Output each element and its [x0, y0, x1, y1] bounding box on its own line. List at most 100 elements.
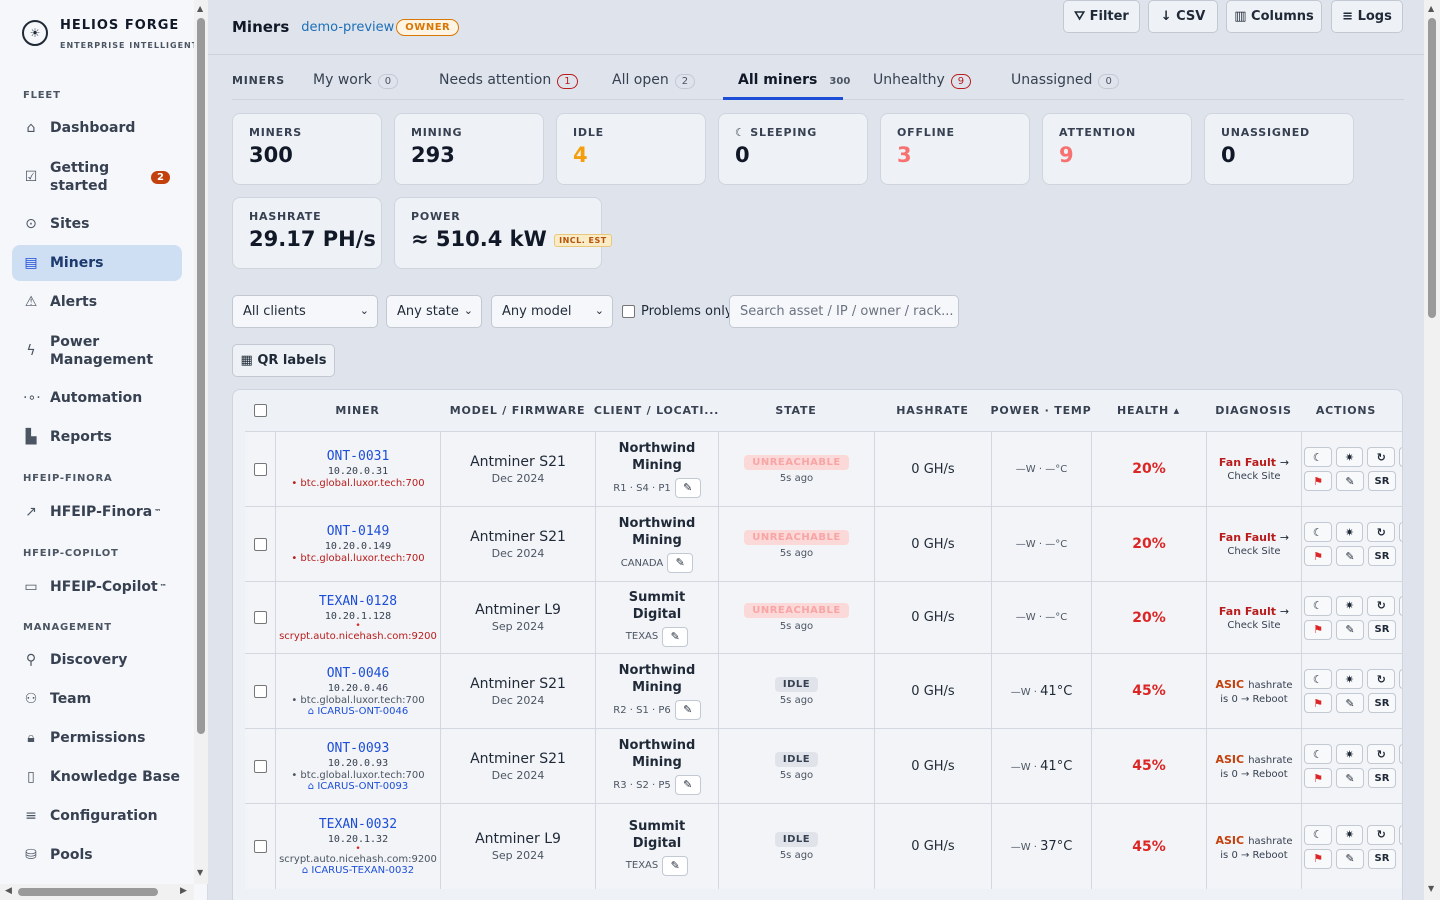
edit-pencil-icon[interactable]: ✎ — [1336, 619, 1364, 640]
more-actions-button[interactable] — [1399, 669, 1402, 689]
sidebar-item-pools[interactable]: ⛁ Pools — [12, 837, 182, 873]
col-client[interactable]: CLIENT / LOCATI... — [593, 403, 720, 417]
sidebar-item-alerts[interactable]: ⚠ Alerts — [12, 284, 182, 320]
sleep-moon-icon[interactable]: ☾ — [1304, 595, 1332, 616]
more-actions-button[interactable] — [1399, 824, 1402, 845]
flag-icon[interactable]: ⚑ — [1304, 848, 1332, 869]
sr-button[interactable]: SR — [1368, 546, 1396, 566]
sidebar-item-getting-started[interactable]: ☑ Getting started 2 — [12, 150, 182, 204]
tab-needs-attention[interactable]: Needs attention 1 — [439, 72, 578, 89]
row-checkbox[interactable] — [253, 537, 267, 551]
sidebar-item-team[interactable]: ⚇ Team — [12, 681, 182, 717]
sidebar-item-copilot[interactable]: ▭ HFEIP-Copilot ™ — [12, 569, 182, 605]
problems-only-checkbox[interactable] — [622, 305, 635, 318]
sidebar-item-automation[interactable]: ·∘· Automation — [12, 380, 182, 416]
csv-button[interactable]: ↓ CSV — [1148, 0, 1218, 33]
col-miner[interactable]: MINER — [335, 403, 380, 417]
miner-id-link[interactable]: TEXAN-0032 — [318, 817, 398, 832]
icarus-link[interactable]: ⌂ ICARUS-TEXAN-0032 — [301, 865, 415, 876]
edit-location-icon[interactable]: ✎ — [662, 626, 689, 647]
scroll-left-icon[interactable]: ◀ — [5, 886, 12, 896]
scrollbar-thumb[interactable] — [1428, 18, 1436, 318]
col-state[interactable]: STATE — [775, 403, 817, 417]
sr-button[interactable]: SR — [1368, 619, 1396, 640]
miner-id-link[interactable]: ONT-0093 — [326, 740, 390, 756]
edit-location-icon[interactable]: ✎ — [674, 775, 701, 795]
sleep-moon-icon[interactable]: ☾ — [1304, 744, 1332, 764]
more-actions-button[interactable] — [1399, 744, 1402, 764]
model-select[interactable]: Any model ⌄ — [491, 295, 613, 328]
sr-button[interactable]: SR — [1368, 768, 1396, 788]
sleep-moon-icon[interactable]: ☾ — [1304, 522, 1332, 542]
reboot-icon[interactable]: ↻ — [1367, 744, 1396, 764]
col-model[interactable]: MODEL / FIRMWARE — [449, 403, 586, 417]
sidebar-item-reports[interactable]: ▙ Reports — [12, 419, 182, 455]
edit-location-icon[interactable]: ✎ — [662, 855, 689, 876]
scroll-up-icon[interactable]: ▲ — [197, 4, 204, 13]
edit-location-icon[interactable]: ✎ — [674, 700, 701, 720]
brand[interactable]: ☀ HELIOS FORGE ENTERPRISE INTELLIGENT PL… — [22, 18, 194, 50]
scroll-down-icon[interactable]: ▼ — [1428, 884, 1435, 893]
flag-icon[interactable]: ⚑ — [1304, 768, 1332, 788]
icarus-link[interactable]: ⌂ ICARUS-ONT-0093 — [307, 780, 409, 792]
reboot-icon[interactable]: ↻ — [1367, 669, 1396, 689]
tab-unhealthy[interactable]: Unhealthy 9 — [873, 72, 972, 89]
sidebar-item-knowledge-base[interactable]: ▯ Knowledge Base — [12, 759, 182, 795]
more-actions-button[interactable] — [1399, 595, 1402, 616]
more-actions-button[interactable] — [1399, 522, 1402, 542]
icarus-link[interactable]: ⌂ ICARUS-ONT-0046 — [307, 705, 409, 717]
edit-pencil-icon[interactable]: ✎ — [1336, 546, 1364, 566]
tab-my-work[interactable]: My work 0 — [313, 72, 399, 89]
scrollbar-thumb[interactable] — [197, 18, 205, 734]
flag-icon[interactable]: ⚑ — [1304, 693, 1332, 713]
table-row[interactable]: ONT-0149 10.20.0.149 • btc.global.luxor.… — [245, 506, 1402, 581]
edit-pencil-icon[interactable]: ✎ — [1336, 768, 1364, 788]
wake-sun-icon[interactable]: ✷ — [1335, 595, 1364, 616]
sidebar-vertical-scrollbar[interactable]: ▲ ▼ — [194, 0, 208, 884]
col-diagnosis[interactable]: DIAGNOSIS — [1215, 403, 1292, 417]
flag-icon[interactable]: ⚑ — [1304, 546, 1332, 566]
miner-id-link[interactable]: ONT-0031 — [326, 449, 390, 464]
sleep-moon-icon[interactable]: ☾ — [1304, 447, 1332, 467]
flag-icon[interactable]: ⚑ — [1304, 619, 1332, 640]
reboot-icon[interactable]: ↻ — [1367, 595, 1396, 616]
edit-location-icon[interactable]: ✎ — [674, 478, 701, 498]
sleep-moon-icon[interactable]: ☾ — [1304, 669, 1332, 689]
wake-sun-icon[interactable]: ✷ — [1335, 669, 1364, 689]
org-slug-link[interactable]: demo-preview — [301, 19, 395, 35]
table-row[interactable]: ONT-0046 10.20.0.46 • btc.global.luxor.t… — [245, 653, 1402, 728]
wake-sun-icon[interactable]: ✷ — [1335, 447, 1364, 467]
miner-id-link[interactable]: TEXAN-0128 — [318, 593, 398, 609]
row-checkbox[interactable] — [253, 840, 267, 853]
scroll-up-icon[interactable]: ▲ — [1428, 4, 1435, 13]
row-checkbox[interactable] — [253, 684, 267, 698]
edit-pencil-icon[interactable]: ✎ — [1336, 693, 1364, 713]
wake-sun-icon[interactable]: ✷ — [1335, 522, 1364, 542]
row-checkbox[interactable] — [253, 759, 267, 773]
reboot-icon[interactable]: ↻ — [1367, 824, 1396, 845]
sidebar-horizontal-scrollbar[interactable]: ◀ ▶ — [0, 884, 194, 900]
col-hashrate[interactable]: HASHRATE — [896, 403, 969, 417]
scroll-down-icon[interactable]: ▼ — [197, 868, 204, 877]
reboot-icon[interactable]: ↻ — [1367, 447, 1396, 467]
table-row[interactable]: ONT-0093 10.20.0.93 • btc.global.luxor.t… — [245, 728, 1402, 803]
page-vertical-scrollbar[interactable]: ▲ ▼ — [1424, 0, 1440, 900]
logs-button[interactable]: ≡ Logs — [1331, 0, 1403, 33]
tab-all-open[interactable]: All open 2 — [612, 72, 696, 89]
sidebar-item-dashboard[interactable]: ⌂ Dashboard — [12, 110, 182, 146]
wake-sun-icon[interactable]: ✷ — [1335, 824, 1364, 845]
sidebar-item-configuration[interactable]: ≡ Configuration — [12, 798, 182, 834]
sr-button[interactable]: SR — [1368, 471, 1396, 491]
qr-labels-button[interactable]: ▦ QR labels — [232, 344, 335, 377]
row-checkbox[interactable] — [253, 462, 267, 476]
row-checkbox[interactable] — [253, 611, 267, 624]
wake-sun-icon[interactable]: ✷ — [1335, 744, 1364, 764]
miner-id-link[interactable]: ONT-0046 — [326, 665, 390, 681]
sr-button[interactable]: SR — [1368, 848, 1396, 869]
sleep-moon-icon[interactable]: ☾ — [1304, 824, 1332, 845]
sidebar-item-miners[interactable]: ▤ Miners — [12, 245, 182, 281]
sidebar-item-finora[interactable]: ↗ HFEIP-Finora ™ — [12, 494, 182, 530]
edit-location-icon[interactable]: ✎ — [667, 553, 694, 573]
sr-button[interactable]: SR — [1368, 693, 1396, 713]
sidebar-item-permissions[interactable]: 🔒︎ Permissions — [12, 720, 182, 756]
